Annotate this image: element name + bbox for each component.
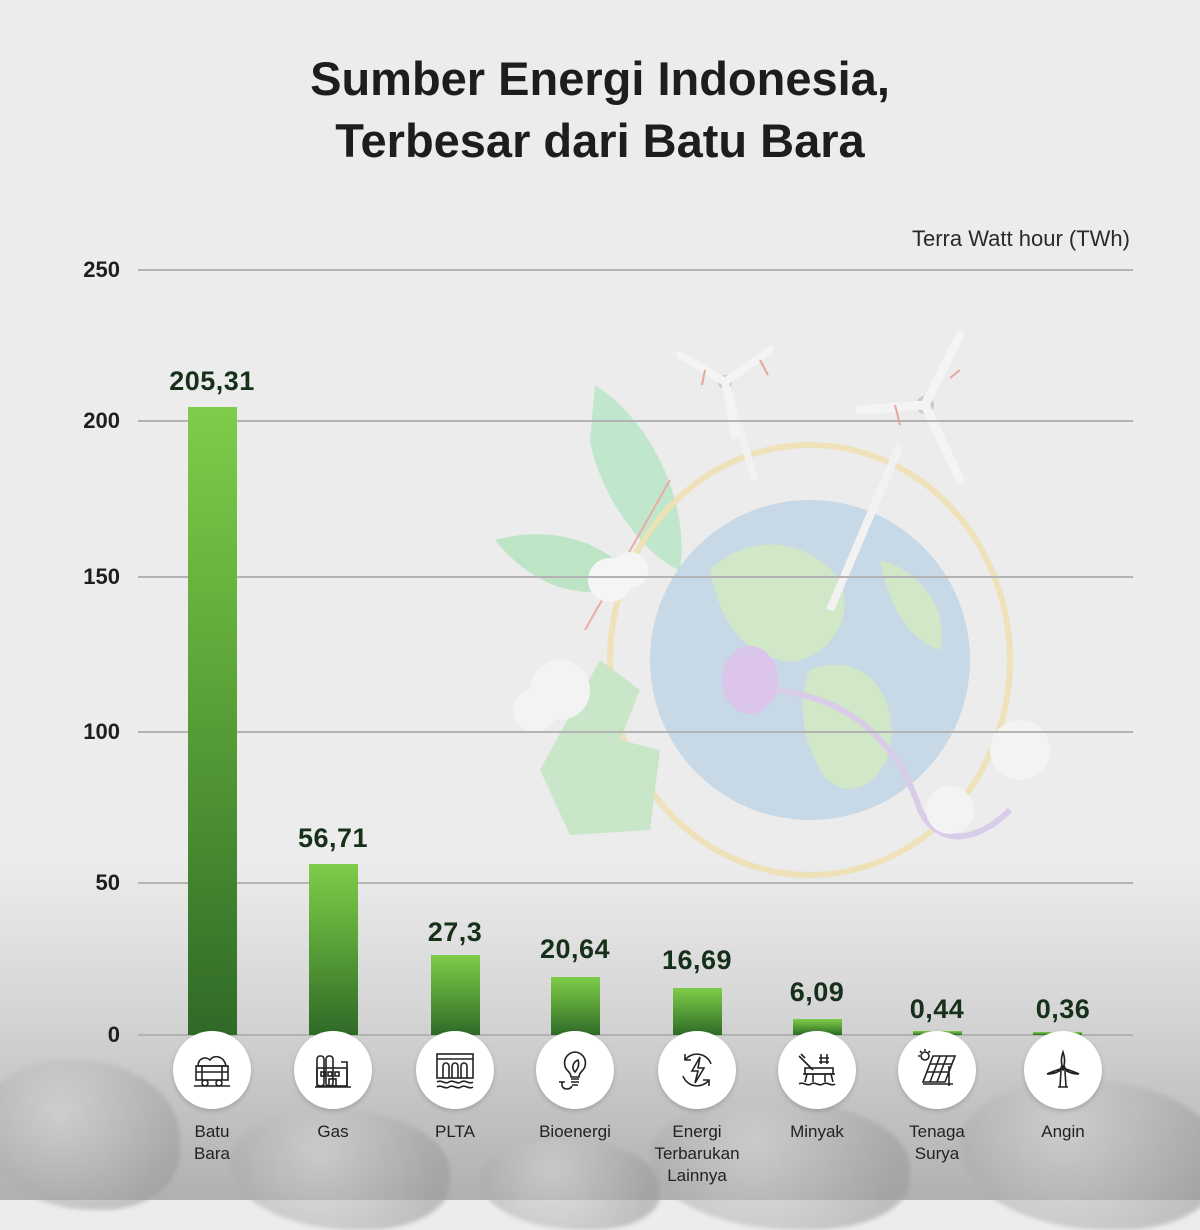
earth-illustration	[495, 330, 1050, 878]
gridline	[138, 269, 1133, 271]
value-label: 0,36	[1035, 994, 1091, 1024]
value-label: 6,09	[789, 977, 845, 1007]
coal-cart-icon	[173, 1031, 251, 1109]
gridline	[138, 1034, 1133, 1036]
y-tick: 150	[83, 564, 120, 589]
oil-rig-icon	[778, 1031, 856, 1109]
value-label: 20,64	[539, 934, 611, 964]
category-label-bioenergi: Bioenergi	[539, 1122, 611, 1141]
gridline	[138, 731, 1133, 733]
gridline	[138, 882, 1133, 884]
category-label-gas: Gas	[317, 1122, 349, 1141]
category-label-minyak: Minyak	[790, 1122, 844, 1141]
renewable-cycle-icon	[658, 1031, 736, 1109]
value-label: 27,3	[427, 917, 483, 947]
value-label: 205,31	[169, 366, 255, 396]
category-label-batu-bara: Batu Bara	[194, 1122, 230, 1163]
category-label-plta: PLTA	[435, 1122, 475, 1141]
wind-turbine-icon	[1024, 1031, 1102, 1109]
hydro-dam-icon	[416, 1031, 494, 1109]
unit-label: Terra Watt hour (TWh)	[912, 226, 1130, 251]
gas-plant-icon	[294, 1031, 372, 1109]
title-line-2: Terbesar dari Batu Bara	[335, 114, 865, 167]
bio-bulb-icon	[536, 1031, 614, 1109]
value-label: 56,71	[297, 823, 369, 853]
gridline	[138, 420, 1133, 422]
category-label-tenaga-surya: Tenaga Surya	[909, 1122, 965, 1163]
rock-decoration	[0, 1060, 180, 1210]
gridline	[138, 576, 1133, 578]
title-line-1: Sumber Energi Indonesia,	[310, 52, 890, 105]
y-tick: 50	[95, 870, 120, 895]
value-label: 16,69	[661, 945, 733, 975]
category-label-energi-terbarukan: Energi Terbarukan Lainnya	[654, 1122, 740, 1185]
bar-gas	[309, 864, 358, 1035]
bar-bioenergi	[551, 977, 600, 1035]
bar-plta	[431, 955, 480, 1035]
chart-title: Sumber Energi Indonesia, Terbesar dari B…	[0, 48, 1200, 172]
y-tick: 250	[83, 257, 120, 282]
solar-panel-icon	[898, 1031, 976, 1109]
value-label: 0,44	[909, 994, 965, 1024]
bar-energi-terbarukan	[673, 988, 722, 1035]
y-tick: 100	[83, 719, 120, 744]
y-tick: 200	[83, 408, 120, 433]
bar-minyak	[793, 1019, 842, 1035]
bar-batu-bara	[188, 407, 237, 1035]
category-label-angin: Angin	[1041, 1122, 1085, 1141]
y-tick: 0	[107, 1022, 120, 1047]
